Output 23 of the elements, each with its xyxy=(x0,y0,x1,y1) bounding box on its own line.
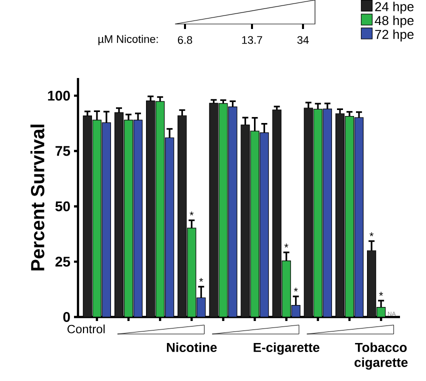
text: µM Nicotine: xyxy=(98,34,158,46)
text: 13.7 xyxy=(242,36,262,44)
y-tick-label: 25 xyxy=(55,256,70,267)
data-label: * xyxy=(190,212,194,216)
data-label: * xyxy=(199,278,204,282)
text: 6.8 xyxy=(178,36,192,44)
legend-label: 72 hpe xyxy=(375,29,414,42)
data-label: * xyxy=(370,232,374,236)
data-label: * xyxy=(379,292,384,296)
data-label: * xyxy=(284,244,288,248)
x-tick-label: Control xyxy=(67,324,105,334)
text: Nicotine xyxy=(166,342,217,352)
y-tick-label: 50 xyxy=(55,201,70,212)
legend-label: 24 hpe xyxy=(375,2,414,14)
data-label: * xyxy=(294,288,298,292)
legend-label: 48 hpe xyxy=(374,16,414,28)
y-tick-label: 75 xyxy=(56,146,70,156)
y-tick-label: 0 xyxy=(63,312,70,322)
y-axis-title: Percent Survival xyxy=(30,124,44,270)
text: Tobacco cigarette xyxy=(354,342,408,370)
y-tick-label: 100 xyxy=(48,90,70,101)
text: E-cigarette xyxy=(254,342,320,355)
text: 34 xyxy=(297,36,309,44)
